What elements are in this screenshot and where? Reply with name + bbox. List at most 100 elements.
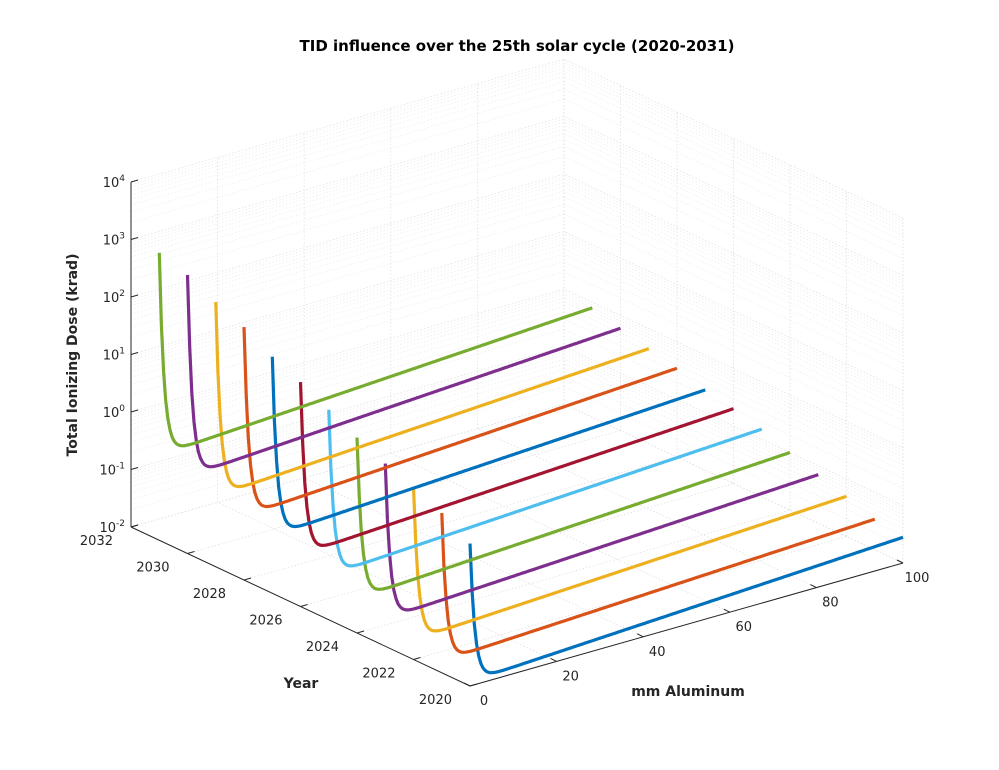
- back-wall-minor-grid-z: [130, 88, 565, 213]
- back-wall-minor-grid-z: [130, 248, 565, 373]
- back-wall-minor-grid-z: [130, 261, 565, 385]
- side-wall-minor-grid-z: [563, 328, 904, 489]
- back-wall-minor-grid-z: [130, 291, 565, 415]
- chart-title: TID influence over the 25th solar cycle …: [300, 37, 735, 55]
- side-wall-minor-grid-z: [563, 254, 904, 414]
- side-wall-minor-grid-z: [563, 355, 904, 515]
- back-wall-minor-grid-z: [130, 301, 565, 426]
- side-wall-minor-grid-z: [563, 61, 904, 221]
- z-tick-mark: [130, 237, 139, 240]
- side-wall-minor-grid-z: [563, 261, 904, 421]
- floor-grid-x: [217, 502, 557, 662]
- side-wall-minor-grid-z: [563, 146, 904, 306]
- back-wall-minor-grid-z: [130, 139, 565, 263]
- series-line-2027: [270, 356, 706, 529]
- side-wall-minor-grid-z: [563, 305, 904, 466]
- side-wall-minor-grid-z: [563, 121, 904, 282]
- side-wall-minor-grid-z: [563, 386, 904, 547]
- back-wall-minor-grid-z: [130, 125, 565, 249]
- back-wall-grid-z: [130, 116, 565, 240]
- back-wall-minor-grid-z: [130, 369, 565, 493]
- back-wall-minor-grid-z: [130, 190, 565, 315]
- back-wall-minor-grid-z: [130, 240, 565, 364]
- side-wall-minor-grid-z: [563, 156, 904, 317]
- side-wall-minor-grid-z: [563, 186, 904, 347]
- series-line-2024: [355, 437, 791, 591]
- back-wall-minor-grid-z: [130, 67, 565, 192]
- back-wall-minor-grid-z: [130, 355, 565, 479]
- y-tick-mark: [356, 630, 365, 634]
- back-wall-minor-grid-z: [130, 75, 565, 200]
- series-line-2023: [383, 463, 819, 612]
- series-line-2029: [214, 302, 650, 489]
- side-wall-minor-grid-z: [563, 376, 904, 536]
- y-tick-mark: [469, 683, 478, 687]
- side-wall-minor-grid-z: [563, 291, 904, 451]
- series-line-2020: [468, 535, 904, 675]
- x-tick-mark: [810, 584, 817, 589]
- back-wall-minor-grid-z: [130, 156, 565, 281]
- side-wall-minor-grid-z: [563, 233, 904, 394]
- back-wall-minor-grid-z: [130, 133, 565, 258]
- back-wall-minor-grid-z: [130, 376, 565, 500]
- back-wall-minor-grid-z: [130, 118, 565, 243]
- z-axis-label: Total Ionizing Dose (krad): [65, 254, 81, 457]
- x-tick-label: 20: [562, 669, 579, 684]
- z-tick-label: 100: [103, 404, 126, 421]
- y-tick-label: 2028: [193, 587, 226, 602]
- x-tick-label: 40: [649, 645, 666, 660]
- z-tick-label: 10-1: [99, 462, 125, 479]
- side-wall-minor-grid-z: [563, 236, 904, 397]
- back-wall-minor-grid-z: [130, 236, 565, 361]
- side-wall-grid-z: [563, 288, 904, 449]
- x-tick-label: 0: [480, 694, 488, 709]
- back-wall-grid-z: [130, 173, 565, 298]
- axes: [130, 179, 904, 687]
- z-tick-mark: [130, 294, 139, 298]
- z-tick-mark: [130, 524, 139, 528]
- back-wall-minor-grid-z: [130, 81, 565, 206]
- side-wall-minor-grid-z: [563, 190, 904, 351]
- x-tick-mark: [896, 559, 904, 564]
- x-tick-mark: [636, 633, 644, 638]
- x-tick-label: 80: [822, 596, 839, 611]
- back-wall-minor-grid-z: [130, 363, 565, 488]
- z-tick-label: 103: [103, 232, 125, 249]
- series-line-2026: [298, 382, 734, 548]
- back-wall-minor-grid-z: [130, 186, 565, 311]
- series-group: [157, 252, 904, 675]
- y-tick-mark: [187, 551, 195, 554]
- side-wall-minor-grid-z: [563, 67, 904, 228]
- side-wall-minor-grid-z: [563, 182, 904, 343]
- side-wall-minor-grid-z: [563, 297, 904, 458]
- back-wall-minor-grid-z: [130, 121, 565, 246]
- y-tick-label: 2024: [306, 640, 339, 655]
- back-wall-minor-grid-z: [130, 196, 565, 321]
- back-wall-grid-z: [130, 231, 565, 355]
- side-wall-grid-z: [563, 346, 904, 506]
- side-wall-grid-z: [563, 403, 904, 564]
- series-line-2025: [327, 409, 763, 568]
- back-wall-minor-grid-z: [130, 243, 565, 368]
- side-wall-minor-grid-z: [563, 318, 904, 479]
- y-tick-label: 2032: [80, 534, 113, 549]
- side-wall-minor-grid-z: [563, 118, 904, 279]
- side-wall-minor-grid-z: [563, 311, 904, 472]
- back-wall-minor-grid-z: [130, 294, 565, 418]
- series-line-2031: [157, 252, 593, 448]
- series-line-2022: [411, 486, 847, 633]
- back-wall-minor-grid-z: [130, 179, 565, 303]
- side-wall-minor-grid-z: [563, 176, 904, 336]
- floor-grid-y: [356, 509, 791, 634]
- back-wall-minor-grid-z: [130, 297, 565, 422]
- side-wall-minor-grid-z: [563, 81, 904, 242]
- side-wall-grid-z: [563, 116, 904, 276]
- back-wall-minor-grid-z: [130, 348, 565, 473]
- side-wall-minor-grid-z: [563, 128, 904, 289]
- back-wall-minor-grid-z: [130, 305, 565, 430]
- side-wall-minor-grid-z: [563, 348, 904, 509]
- back-wall-grid-z: [130, 346, 565, 470]
- x-tick-label: 60: [736, 620, 753, 635]
- back-wall-minor-grid-z: [130, 71, 565, 196]
